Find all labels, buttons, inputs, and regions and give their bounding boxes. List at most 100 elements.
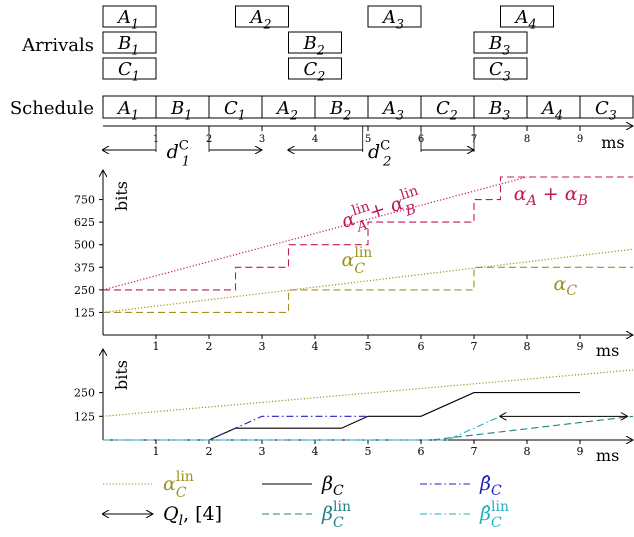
- schedule-label-b3: B3: [488, 98, 510, 122]
- legend-label: β̂C: [479, 473, 502, 499]
- schedule-slot-b2: B2: [314, 95, 369, 122]
- timeline: 123456789msdC1dC2: [103, 126, 633, 170]
- arrivals-boxes: A1 A2 A3 A4 B1 B2 B3 C1 C2 C3: [102, 5, 554, 83]
- legend-item-betaHatClin: β̂lin C: [420, 499, 509, 531]
- series-line-2-4: [103, 415, 501, 441]
- legend-label: βlin C: [321, 499, 351, 531]
- legend-label: βC: [321, 473, 344, 499]
- arrival-box-a4: A4: [500, 5, 554, 31]
- x-axis-label: ms: [596, 446, 619, 465]
- arrival-box-c1: C1: [102, 57, 157, 83]
- x-tick-label: 7: [471, 340, 478, 353]
- y-tick-label: 250: [74, 284, 95, 297]
- schedule-slot-a1: A1: [102, 95, 157, 122]
- timeline-tick-label: 8: [524, 134, 530, 145]
- x-tick-label: 2: [206, 445, 213, 458]
- schedule-slot-c3: C3: [579, 95, 634, 122]
- legend-label: αlin C: [163, 469, 194, 501]
- legend-item-betaHatC: β̂C: [420, 473, 502, 499]
- x-tick-label: 4: [312, 340, 319, 353]
- schedule-slot-c2: C2: [420, 95, 475, 122]
- x-tick-label: 4: [312, 445, 319, 458]
- x-tick-label: 8: [524, 340, 531, 353]
- x-tick-label: 1: [153, 445, 160, 458]
- timeline-tick-label: 9: [577, 134, 583, 145]
- legend-item-betaClin: βlin C: [262, 499, 351, 531]
- arrival-box-b3: B3: [473, 31, 528, 57]
- x-tick-label: 6: [418, 445, 425, 458]
- x-tick-label: 8: [524, 445, 531, 458]
- schedule-label-b1: B1: [170, 98, 192, 122]
- label-c: αC: [554, 273, 578, 299]
- y-tick-label: 500: [74, 239, 95, 252]
- x-tick-label: 5: [365, 340, 372, 353]
- delay1-label: dC 1: [167, 138, 191, 169]
- delay2-label: dC 2: [368, 138, 392, 169]
- schedule-label-a3: A3: [381, 98, 404, 122]
- service-curves-chart: 1 2 3 4 5 6 7 8 9 125 250 ms bits: [74, 349, 633, 465]
- arrival-box-b2: B2: [288, 31, 342, 57]
- timeline-tick-label: 3: [259, 134, 265, 145]
- x-tick-label: 3: [259, 340, 266, 353]
- schedule-label-c3: C3: [595, 98, 617, 122]
- arrival-label-a4: A4: [514, 7, 537, 31]
- arrival-label-c3: C3: [489, 59, 511, 83]
- legend: αlin C βC β̂C Ql, [4] βlin C β̂lin C: [103, 469, 509, 531]
- schedule-label-a2: A2: [275, 98, 298, 122]
- y-tick-label: 250: [74, 387, 95, 400]
- x-tick-label: 9: [577, 445, 584, 458]
- timeline-tick-label: 5: [365, 134, 371, 145]
- arrival-box-c3: C3: [473, 57, 528, 83]
- schedule-bar: A1 B1 C1 A2 B2 A3 C2 B3 A4 C3: [102, 95, 634, 122]
- series-line-1-1: [102, 176, 528, 291]
- series-line-2-0: [102, 369, 634, 417]
- x-tick-label: 7: [471, 445, 478, 458]
- arrival-label-b2: B2: [303, 33, 325, 57]
- schedule-label-c1: C1: [224, 98, 246, 122]
- x-tick-label: 2: [206, 340, 213, 353]
- arrival-curves-chart: 1 2 3 4 5 6 7 8 9 125 250 375 500 625 750 ms bits αlinA+ …: [74, 170, 633, 360]
- arrival-label-a1: A1: [116, 7, 139, 31]
- series-line-2-3: [103, 415, 634, 441]
- y-axis-label: bits: [112, 181, 131, 211]
- arrival-label-b3: B3: [488, 33, 510, 57]
- series-line-1-2: [103, 266, 633, 313]
- y-tick-label: 125: [74, 410, 95, 423]
- x-axis-label: ms: [596, 341, 619, 360]
- y-axis-label: bits: [112, 360, 131, 390]
- schedule-label-b2: B2: [329, 98, 351, 122]
- legend-item-Ql: Ql, [4]: [103, 503, 222, 529]
- arrival-label-b1: B1: [117, 33, 139, 57]
- arrival-box-b1: B1: [102, 31, 157, 57]
- arrival-label-a3: A3: [381, 7, 404, 31]
- x-tick-label: 1: [153, 340, 160, 353]
- schedule-label-a4: A4: [540, 98, 563, 122]
- schedule-label-a1: A1: [116, 98, 139, 122]
- x-tick-label: 5: [365, 445, 372, 458]
- x-tick-label: 6: [418, 340, 425, 353]
- y-tick-label: 625: [74, 216, 95, 229]
- schedule-slot-a4: A4: [526, 95, 581, 122]
- series-line-2-2: [103, 415, 368, 441]
- schedule-slot-c1: C1: [208, 95, 263, 122]
- schedule-label-c2: C2: [436, 98, 458, 122]
- y-tick-label: 750: [74, 194, 95, 207]
- legend-label: β̂lin C: [479, 499, 509, 531]
- schedule-slot-b1: B1: [155, 95, 210, 122]
- legend-item-alphaClin: αlin C: [103, 469, 194, 501]
- legend-item-betaC: βC: [262, 473, 344, 499]
- legend-label: Ql, [4]: [163, 503, 222, 529]
- label-sum: αA + αB: [514, 183, 588, 209]
- schedule-slot-b3: B3: [473, 95, 528, 122]
- x-tick-label: 3: [259, 445, 266, 458]
- timeline-tick-label: 4: [312, 134, 318, 145]
- x-tick-label: 9: [577, 340, 584, 353]
- arrival-box-a2: A2: [235, 5, 289, 31]
- arrival-box-a1: A1: [102, 5, 157, 31]
- series-line-2-1: [103, 392, 580, 441]
- schedule-label: Schedule: [10, 98, 94, 119]
- arrival-label-c2: C2: [304, 59, 326, 83]
- series-line-1-0: [103, 176, 633, 291]
- schedule-slot-a3: A3: [367, 95, 422, 122]
